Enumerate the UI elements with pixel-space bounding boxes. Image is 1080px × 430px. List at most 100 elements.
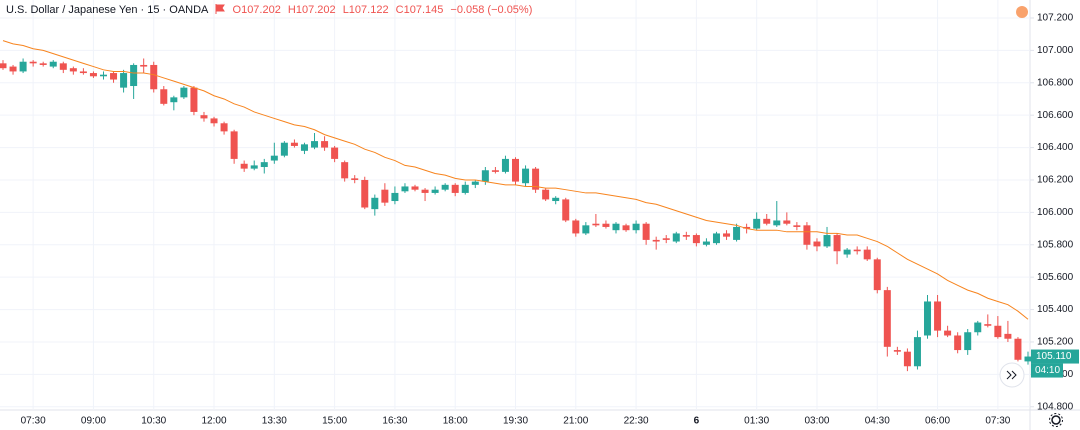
candle-body [290, 142, 298, 146]
legend-header: U.S. Dollar / Japanese Yen · 15 · OANDA … [6, 4, 536, 16]
candle-body [934, 301, 942, 331]
candle-body [813, 241, 821, 247]
candle-body [341, 162, 349, 179]
x-tick-label: 13:30 [262, 416, 287, 427]
y-tick-label: 105.800 [1037, 239, 1074, 250]
candle-body [652, 239, 660, 242]
candle-body [240, 163, 248, 169]
candle-body [712, 233, 720, 244]
y-tick-label: 106.000 [1037, 207, 1074, 218]
candle-body [954, 335, 962, 351]
candle-body [120, 73, 128, 88]
candle-body [401, 186, 409, 192]
candle-body [964, 332, 972, 351]
candle-body [1024, 356, 1032, 362]
x-tick-label: 04:30 [865, 416, 890, 427]
y-tick-label: 107.200 [1037, 13, 1074, 24]
candle-body [200, 115, 208, 119]
ohlc-label: C107.145 [395, 4, 444, 16]
candle-body [692, 235, 700, 244]
candle-body [602, 223, 610, 227]
ohlc-label: H107.202 [287, 4, 336, 16]
candle-body [662, 238, 670, 240]
x-tick-label: 19:30 [503, 416, 528, 427]
candle-body [311, 141, 319, 148]
y-tick-label: 104.800 [1037, 401, 1074, 412]
price-tag-label: 105.110 [1036, 351, 1072, 362]
candle-body [783, 220, 791, 224]
candle-body [552, 197, 560, 202]
candle-body [532, 168, 540, 190]
x-tick-label: 01:30 [744, 416, 769, 427]
candle-body [491, 170, 499, 172]
candle-body [79, 71, 87, 74]
settings-icon-ring [1049, 413, 1063, 427]
countdown-tag [1031, 363, 1063, 378]
candle-body [270, 155, 278, 161]
candle-body [903, 351, 911, 367]
candle-body [441, 184, 449, 190]
candle-body [793, 225, 801, 227]
candle-body [99, 74, 107, 77]
x-tick-label: 18:00 [443, 416, 468, 427]
candle-body [431, 189, 439, 193]
x-tick-label: 15:00 [322, 416, 347, 427]
countdown-label: 04:10 [1035, 365, 1060, 376]
candle-body [632, 223, 640, 231]
change-label: −0.058 (−0.05%) [450, 4, 533, 16]
candle-body [682, 235, 690, 237]
candle-body [893, 350, 901, 352]
candle-body [642, 223, 650, 240]
candle-body [542, 189, 550, 200]
candle-body [170, 97, 178, 103]
x-tick-label: 22:30 [624, 416, 649, 427]
price-tag [1031, 349, 1079, 364]
candle-body [451, 184, 459, 193]
candle-body [853, 249, 861, 252]
x-tick-label: 07:30 [21, 416, 46, 427]
candle-body [29, 61, 37, 64]
candle-body [883, 290, 891, 347]
scroll-button[interactable] [999, 362, 1025, 388]
y-tick-label: 105.400 [1037, 304, 1074, 315]
x-tick-label: 06:00 [925, 416, 950, 427]
x-tick-label: 10:30 [141, 416, 166, 427]
x-tick-label: 21:00 [563, 416, 588, 427]
ohlc-label: L107.122 [342, 4, 389, 16]
candle-body [280, 142, 288, 156]
y-tick-label: 105.200 [1037, 337, 1074, 348]
candle-body [180, 87, 188, 98]
candle-body [672, 233, 680, 242]
candle-body [69, 68, 77, 72]
scroll-button-bg [999, 362, 1025, 388]
x-tick-label: 03:00 [804, 416, 829, 427]
candle-body [220, 123, 228, 132]
candle-body [622, 225, 630, 231]
candle-body [843, 249, 851, 255]
x-tick-label: 09:00 [81, 416, 106, 427]
alert-icon [1016, 6, 1028, 18]
x-tick-label: 16:30 [382, 416, 407, 427]
candle-body [863, 249, 871, 260]
candle-body [130, 64, 138, 87]
candle-body [803, 225, 811, 245]
scroll-icon [1006, 370, 1017, 380]
settings-button[interactable] [1049, 413, 1063, 427]
x-tick-label: 07:30 [985, 416, 1010, 427]
candle-body [572, 220, 580, 234]
candle-body [260, 162, 268, 168]
candle-body [1014, 338, 1022, 360]
candle-body [190, 87, 198, 112]
candle-body [150, 64, 158, 90]
candle-body [461, 184, 469, 193]
candle-body [763, 218, 771, 224]
settings-icon [1051, 415, 1061, 425]
candle-body [612, 223, 620, 231]
candle-body [753, 218, 761, 229]
candle-body [411, 186, 419, 190]
candle-body [1004, 333, 1012, 339]
candle-body [471, 181, 479, 185]
candle-body [210, 118, 218, 124]
candle-body [974, 322, 982, 333]
